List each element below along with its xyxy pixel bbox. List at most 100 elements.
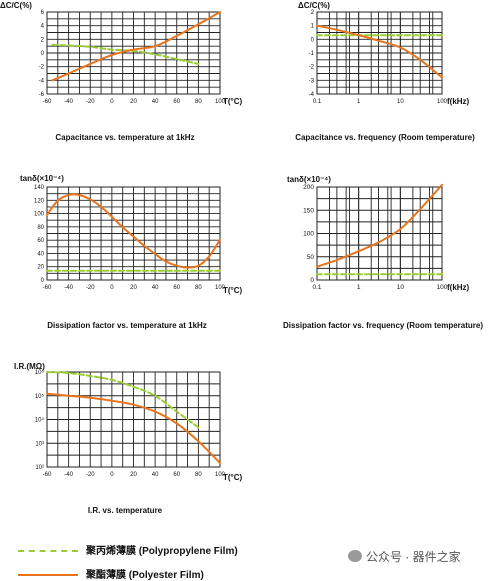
x-tick-label: -60	[43, 99, 52, 105]
x-tick-label: 80	[195, 285, 202, 291]
x-tick-label: 40	[152, 285, 159, 291]
series-line-polyester	[316, 24, 443, 79]
y-tick-label: 100	[303, 231, 314, 238]
y-tick-label: 0	[311, 37, 315, 43]
y-tick-label: 4	[41, 24, 45, 30]
chart-caption-ir-temp: I.R. vs. temperature	[87, 506, 163, 515]
y-tick-label: 120	[34, 198, 45, 204]
x-tick-label: 1	[357, 284, 361, 291]
x-tick-label: -40	[64, 99, 73, 105]
y-tick-label: -2	[39, 65, 45, 71]
y-tick-label: 2	[311, 10, 315, 16]
dashed-line-swatch-icon	[18, 550, 78, 553]
chart-caption-cap-temp: Capacitance vs. temperature at 1kHz	[55, 133, 195, 142]
legend-label-polyester: 聚酯薄膜 (Polyester Film)	[86, 570, 204, 581]
y-tick-label: -6	[39, 92, 45, 98]
dissipation-factor-vs-frequency-chart: 200 150 100 50 00.1 1 10 100 tanδ(×10⁻⁴) f(kHz)	[287, 175, 470, 292]
y-tick-label: 10⁶	[35, 369, 45, 376]
x-tick-label: 100	[437, 284, 448, 291]
chart-caption-df-temp: Dissipation factor vs. temperature at 1k…	[47, 321, 207, 330]
y-tick-label: 6	[41, 10, 45, 16]
x-tick-label: -60	[43, 285, 52, 291]
grid	[316, 186, 443, 281]
x-tick-label: 100	[215, 285, 226, 291]
x-tick-label: 10	[397, 284, 405, 291]
y-axis-label: ΔC/C(%)	[298, 1, 330, 10]
series-line-polypropylene	[46, 371, 200, 429]
y-tick-label: 1	[311, 24, 315, 30]
y-tick-label: -1	[309, 51, 315, 57]
y-tick-label: 10⁵	[35, 393, 45, 400]
y-tick-label: 10⁴	[35, 417, 45, 424]
y-tick-label: -4	[39, 78, 45, 84]
x-tick-label: 1	[357, 99, 361, 105]
x-tick-label: 40	[152, 472, 159, 478]
y-tick-label: 60	[37, 238, 44, 244]
legend-polypropylene: 聚丙烯薄膜 (Polypropylene Film)	[18, 542, 238, 557]
x-tick-label: -40	[64, 285, 73, 291]
x-tick-label: 0	[110, 472, 114, 478]
series-line-polyester	[316, 183, 443, 268]
x-tick-label: 100	[437, 99, 448, 105]
grid	[46, 11, 221, 95]
series-line-polyester	[51, 11, 221, 82]
y-tick-label: -4	[309, 92, 315, 98]
insulation-resistance-vs-temperature-chart: 10⁶ 10⁵ 10⁴ 10³ 10²-60 -40 -20 0 20 40 60 80 100 I.R.…	[14, 362, 243, 482]
series-line-polyester	[46, 193, 221, 269]
y-tick-label: 10²	[35, 465, 44, 471]
y-tick-label: 140	[34, 185, 45, 191]
x-tick-label: 60	[173, 99, 180, 105]
x-tick-label: 60	[173, 285, 180, 291]
x-axis-label: f(kHz)	[447, 97, 470, 106]
x-axis-label: T(°C)	[223, 473, 243, 482]
x-tick-label: 0	[110, 285, 114, 291]
x-tick-label: 0	[110, 99, 114, 105]
y-tick-label: 200	[303, 184, 314, 191]
y-tick-label: 80	[37, 225, 44, 231]
solid-line-swatch-icon	[18, 574, 78, 577]
x-tick-label: 0.1	[313, 99, 322, 105]
y-axis-label: tanδ(×10⁻⁴)	[287, 175, 331, 184]
x-tick-label: 10	[397, 99, 404, 105]
y-axis-label: ΔC/C(%)	[0, 1, 32, 10]
y-axis-label: tanδ(×10⁻⁴)	[20, 174, 64, 183]
y-tick-label: 0	[310, 277, 314, 284]
watermark-text: 公众号 · 器件之家	[366, 550, 461, 564]
x-tick-label: 100	[215, 472, 226, 478]
x-tick-label: 0.1	[312, 284, 321, 291]
x-tick-label: 20	[130, 285, 137, 291]
y-tick-label: 100	[34, 212, 45, 218]
grid	[46, 186, 221, 281]
x-tick-label: -40	[64, 472, 73, 478]
y-tick-label: 50	[307, 254, 315, 261]
grid	[316, 11, 443, 95]
y-tick-label: -3	[309, 78, 315, 84]
wechat-logo-icon	[348, 550, 362, 562]
x-tick-label: 40	[152, 99, 159, 105]
y-tick-label: 2	[41, 37, 45, 43]
y-tick-label: -2	[309, 65, 315, 71]
x-axis-label: T(°C)	[223, 97, 243, 106]
x-tick-label: -20	[86, 285, 95, 291]
series-line-polyester	[46, 392, 221, 464]
y-tick-label: 0	[41, 278, 45, 284]
chart-caption-df-freq: Dissipation factor vs. frequency (Room t…	[282, 321, 484, 330]
legend-polyester: 聚酯薄膜 (Polyester Film)	[18, 566, 204, 581]
y-tick-label: 40	[37, 251, 44, 257]
y-tick-label: 10³	[35, 441, 44, 447]
y-tick-label: 20	[37, 265, 44, 271]
chart-caption-cap-freq: Capacitance vs. frequency (Room temperat…	[295, 133, 475, 142]
x-axis-label: f(kHz)	[447, 283, 470, 292]
x-tick-label: 80	[195, 472, 202, 478]
y-tick-label: 150	[303, 207, 314, 214]
legend-label-polypropylene: 聚丙烯薄膜 (Polypropylene Film)	[86, 546, 238, 557]
series-line-polypropylene	[51, 43, 200, 65]
x-tick-label: 80	[195, 99, 202, 105]
x-tick-label: 20	[130, 472, 137, 478]
watermark: 公众号 · 器件之家	[348, 548, 461, 565]
y-tick-label: 0	[41, 51, 45, 57]
x-tick-label: 20	[130, 99, 137, 105]
x-tick-label: 60	[173, 472, 180, 478]
